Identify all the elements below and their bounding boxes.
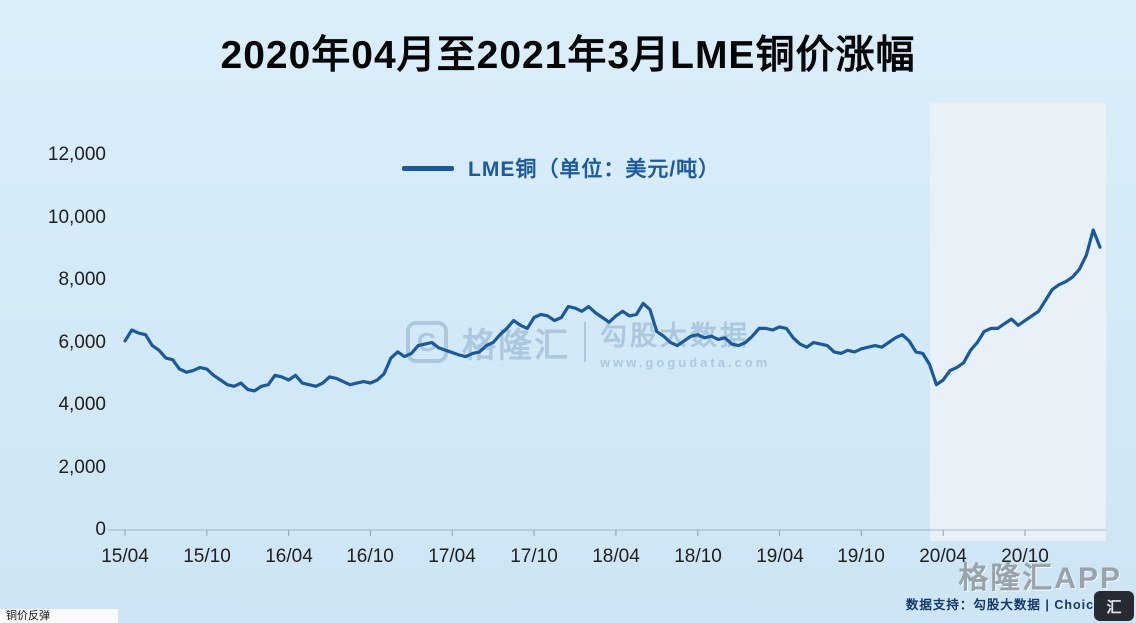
price-line-series — [123, 228, 1102, 393]
x-axis-label: 17/04 — [428, 546, 476, 567]
y-axis-label: 0 — [95, 519, 106, 540]
watermark-brand: 格隆汇 — [462, 326, 570, 365]
y-axis-label: 2,000 — [58, 457, 106, 478]
y-axis-label: 6,000 — [58, 332, 106, 353]
watermark-product: 勾股大数据 — [600, 321, 750, 351]
watermark: G 格隆汇 勾股大数据 www.gogudata.com — [406, 314, 770, 370]
x-axis-label: 15/10 — [183, 546, 231, 567]
chart-title: 2020年04月至2021年3月LME铜价涨幅 — [220, 34, 916, 77]
x-axis-label: 16/04 — [265, 546, 313, 567]
y-axis-label: 4,000 — [58, 394, 106, 415]
highlight-band — [930, 103, 1106, 541]
legend-line-swatch — [402, 165, 454, 171]
y-axis-label: 8,000 — [58, 269, 106, 290]
x-axis-ticks — [124, 530, 1026, 536]
watermark-divider — [584, 322, 586, 362]
corner-stamp-icon: 汇 — [1094, 591, 1134, 621]
x-axis-label: 16/10 — [346, 546, 394, 567]
x-axis-label: 19/10 — [837, 546, 885, 567]
x-axis: 15/04 15/10 16/04 16/10 17/04 17/10 18/04 18/10… — [0, 546, 1136, 572]
legend: LME铜（单位：美元/吨） — [402, 153, 720, 183]
legend-label: LME铜（单位：美元/吨） — [468, 158, 721, 181]
price-chart-svg — [108, 228, 1106, 536]
y-axis-label: 10,000 — [47, 207, 106, 228]
watermark-right-block: 勾股大数据 www.gogudata.com — [600, 314, 770, 370]
x-axis-label: 17/10 — [510, 546, 558, 567]
watermark-url: www.gogudata.com — [600, 355, 771, 370]
x-axis-label: 20/04 — [919, 546, 967, 567]
x-axis-label: 15/04 — [101, 546, 149, 567]
x-axis-label: 19/04 — [756, 546, 804, 567]
x-axis-label: 20/10 — [1001, 546, 1049, 567]
y-axis-label: 12,000 — [47, 144, 106, 165]
x-axis-label: 18/10 — [674, 546, 722, 567]
data-source-note: 数据支持：勾股大数据 | Choice — [905, 598, 1102, 612]
x-axis-label: 18/04 — [592, 546, 640, 567]
gelonghui-logo-icon: G — [406, 321, 448, 363]
video-caption: 铜价反弹 — [0, 609, 118, 623]
app-watermark: 格隆汇APP — [958, 562, 1122, 595]
